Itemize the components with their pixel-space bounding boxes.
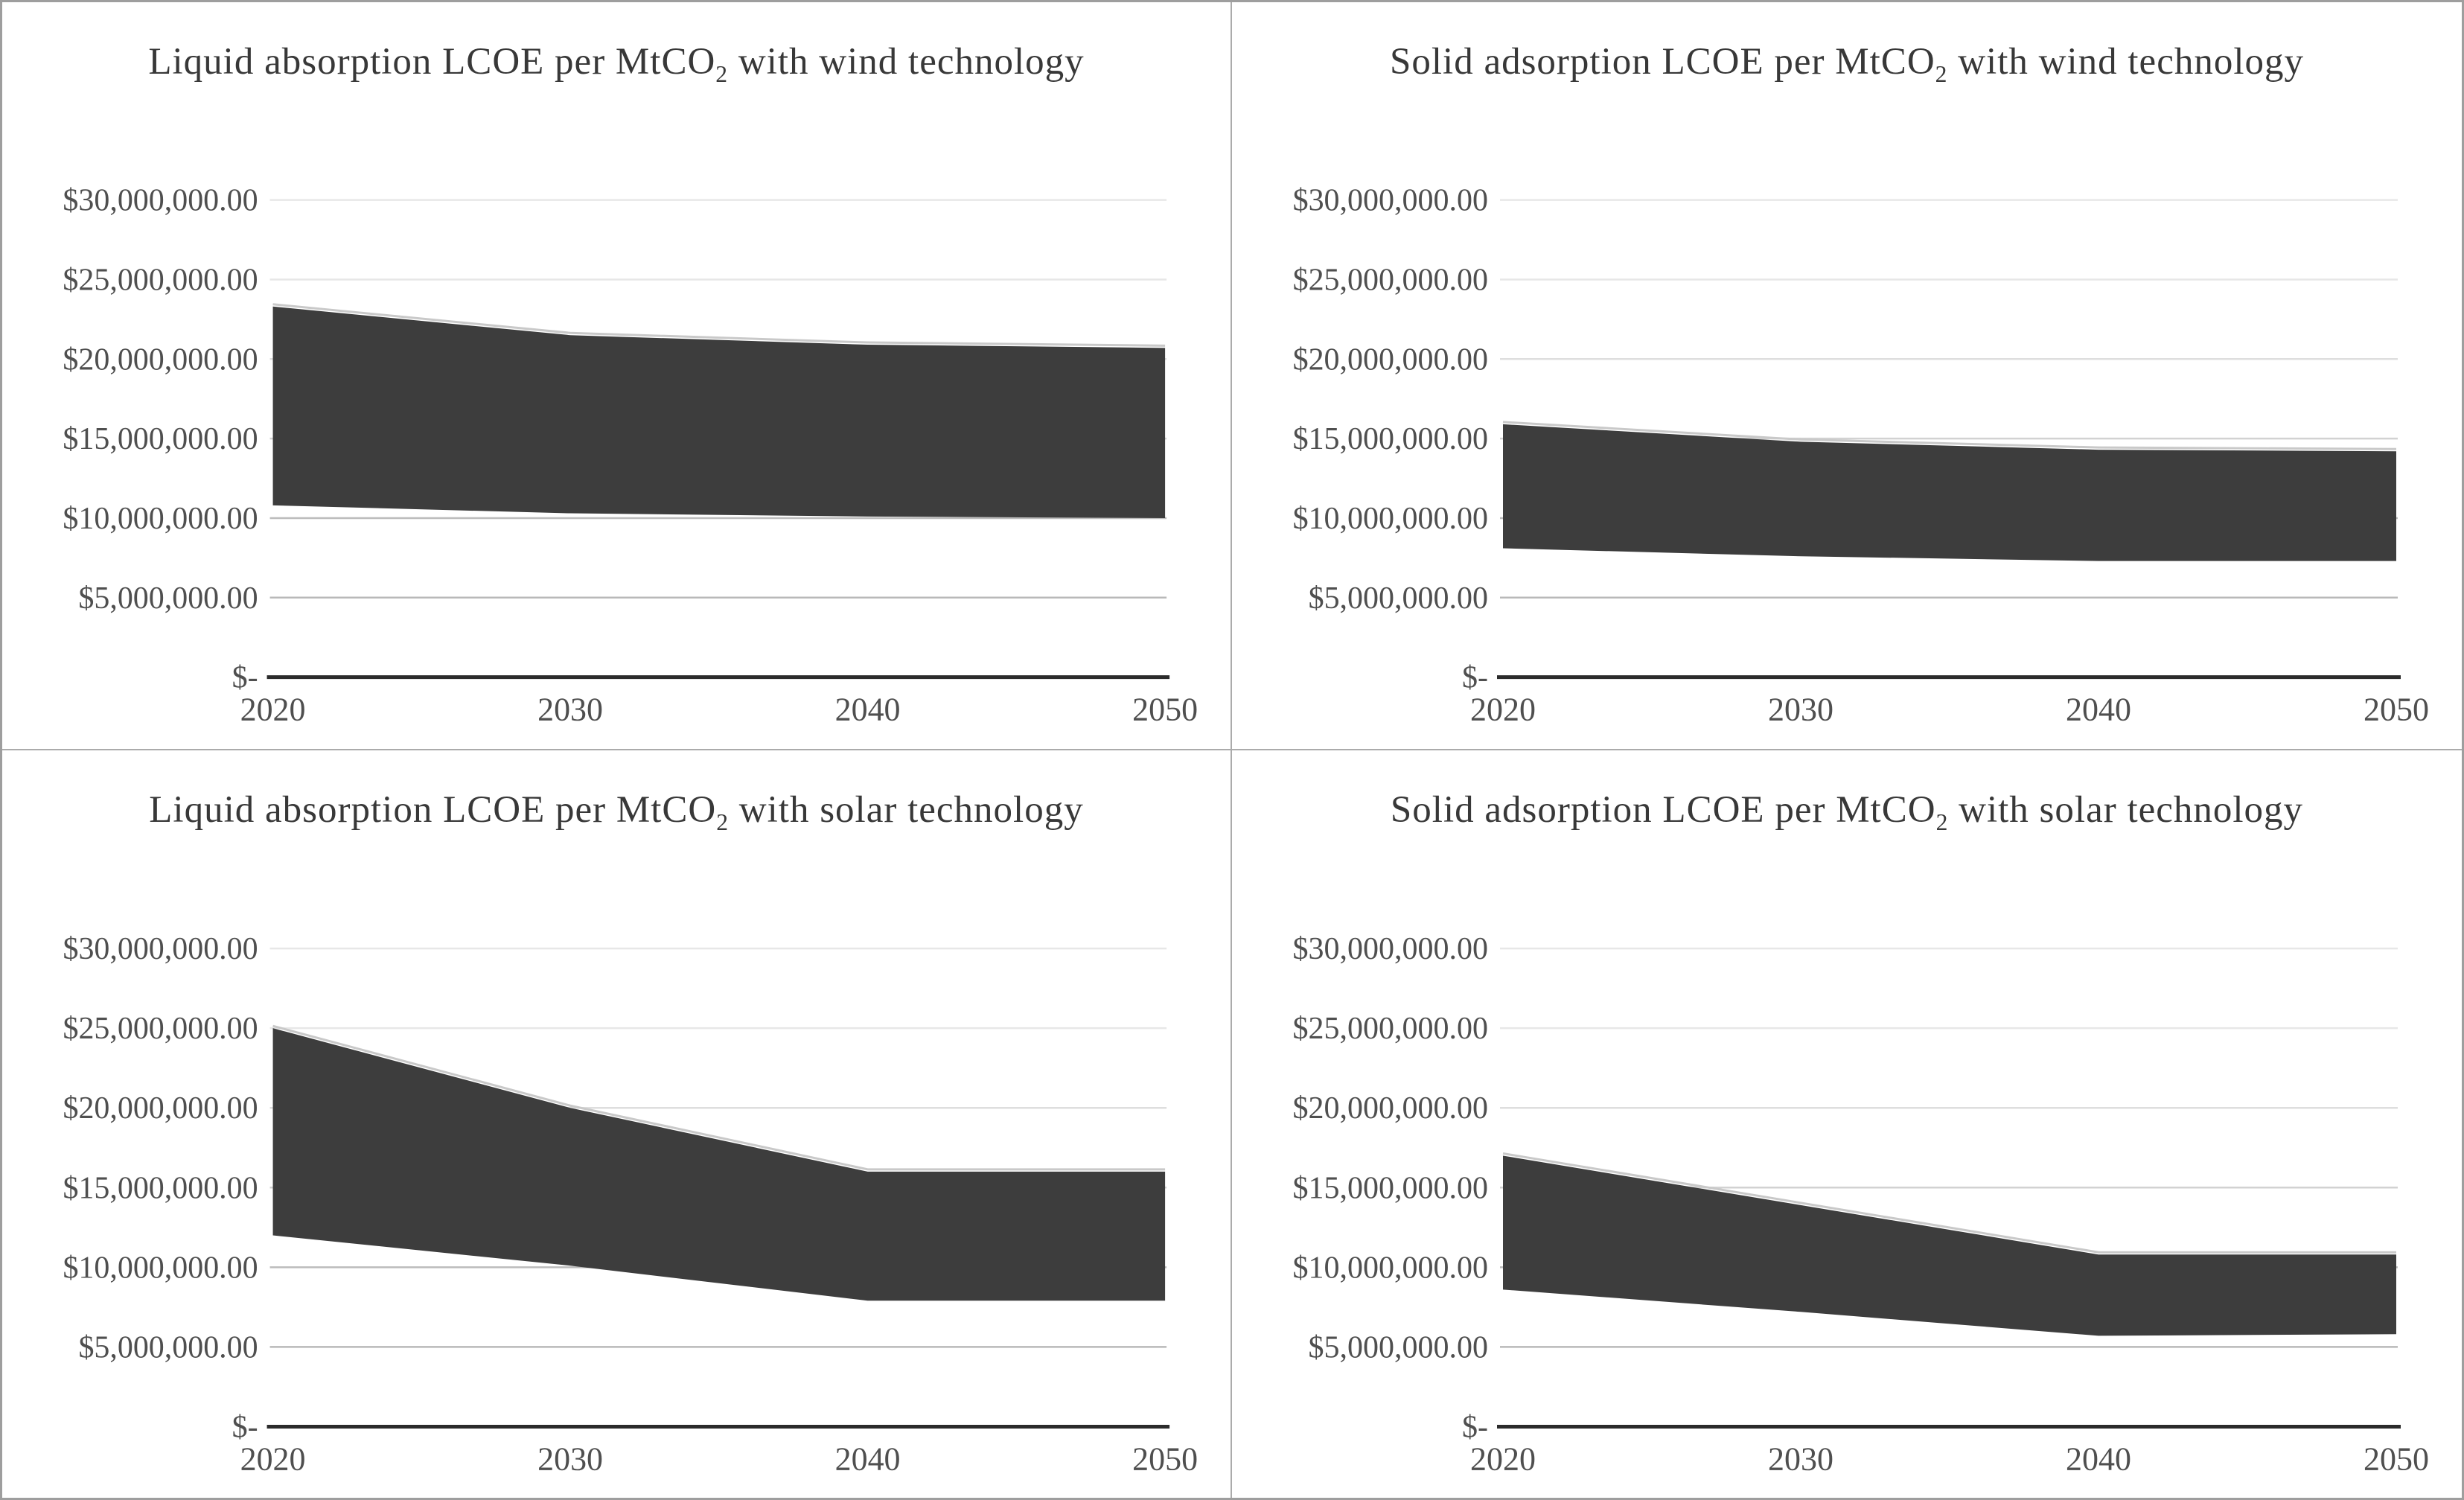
chart-panel-liquid-wind: Liquid absorption LCOE per MtCO2 with wi… (2, 2, 1232, 750)
cost-band (1503, 424, 2396, 561)
band-top-edge (1502, 1152, 2396, 1254)
x-tick-label: 2040 (835, 1440, 901, 1477)
y-tick-label: $- (232, 661, 258, 695)
y-tick-label: $5,000,000.00 (1309, 581, 1488, 616)
chart-title: Solid adsorption LCOE per MtCO2 with sol… (1254, 783, 2439, 837)
y-tick-label: $15,000,000.00 (1293, 422, 1488, 456)
area-chart-liquid-solar: $30,000,000.00 $25,000,000.00 $20,000,000.… (63, 932, 1198, 1477)
area-chart-solid-solar: $30,000,000.00 $25,000,000.00 $20,000,000.… (1293, 932, 2429, 1477)
x-tick-label: 2020 (240, 692, 306, 728)
chart-title-text: with wind technology (728, 41, 1085, 83)
y-tick-label: $30,000,000.00 (63, 184, 258, 218)
y-tick-label: $30,000,000.00 (1293, 932, 1488, 966)
area-chart-solid-wind: $30,000,000.00 $25,000,000.00 $20,000,000.… (1293, 184, 2429, 728)
y-tick-label: $30,000,000.00 (1293, 184, 1488, 218)
y-tick-label: $10,000,000.00 (63, 1251, 258, 1285)
y-tick-label: $10,000,000.00 (63, 502, 258, 536)
chart-title-subscript: 2 (1935, 61, 1948, 88)
cost-band (272, 306, 1166, 518)
chart-title-text: with wind technology (1947, 41, 2304, 83)
y-tick-label: $20,000,000.00 (1293, 342, 1488, 377)
chart-title-subscript: 2 (715, 61, 729, 88)
chart-title: Liquid absorption LCOE per MtCO2 with wi… (25, 35, 1208, 89)
y-tick-label: $15,000,000.00 (63, 1171, 258, 1205)
y-tick-label: $10,000,000.00 (1293, 502, 1488, 536)
chart-title: Liquid absorption LCOE per MtCO2 with so… (25, 783, 1208, 837)
y-tick-label: $5,000,000.00 (1309, 1330, 1488, 1365)
y-tick-label: $25,000,000.00 (1293, 263, 1488, 297)
chart-title-text: with solar technology (729, 788, 1084, 831)
x-tick-label: 2030 (537, 1440, 603, 1477)
y-tick-label: $20,000,000.00 (63, 1091, 258, 1126)
x-tick-label: 2050 (1132, 1440, 1198, 1477)
chart-panel-solid-wind: Solid adsorption LCOE per MtCO2 with win… (1232, 2, 2462, 750)
y-tick-label: $25,000,000.00 (63, 1012, 258, 1046)
chart-title: Solid adsorption LCOE per MtCO2 with win… (1254, 35, 2439, 89)
y-tick-label: $25,000,000.00 (63, 263, 258, 297)
band-top-edge (272, 303, 1166, 347)
chart-title-text: with solar technology (1948, 788, 2304, 831)
cost-band (1503, 1155, 2396, 1335)
y-tick-label: $15,000,000.00 (1293, 1171, 1488, 1205)
chart-title-text: Liquid absorption LCOE per MtCO (149, 788, 717, 831)
chart-panel-liquid-solar: Liquid absorption LCOE per MtCO2 with so… (2, 750, 1232, 1498)
x-tick-label: 2030 (537, 692, 603, 728)
x-tick-label: 2020 (1470, 1440, 1536, 1477)
x-tick-label: 2030 (1768, 692, 1833, 728)
x-tick-label: 2050 (2364, 1440, 2429, 1477)
y-tick-label: $30,000,000.00 (63, 932, 258, 966)
y-tick-label: $- (1462, 1410, 1488, 1444)
y-tick-label: $5,000,000.00 (78, 1330, 258, 1365)
chart-title-text: Solid adsorption LCOE per MtCO (1390, 788, 1936, 831)
x-tick-label: 2050 (2364, 692, 2429, 728)
x-tick-label: 2040 (2066, 1440, 2131, 1477)
chart-title-text: Solid adsorption LCOE per MtCO (1390, 41, 1935, 83)
y-tick-label: $10,000,000.00 (1293, 1251, 1488, 1285)
x-tick-label: 2020 (1470, 692, 1536, 728)
x-tick-label: 2020 (240, 1440, 306, 1477)
chart-title-subscript: 2 (716, 808, 730, 835)
band-top-edge (1502, 421, 2397, 450)
chart-title-subscript: 2 (1935, 808, 1949, 835)
x-tick-label: 2050 (1132, 692, 1198, 728)
y-tick-label: $5,000,000.00 (78, 581, 258, 616)
chart-panel-solid-solar: Solid adsorption LCOE per MtCO2 with sol… (1232, 750, 2462, 1498)
y-tick-label: $20,000,000.00 (63, 342, 258, 377)
band-top-edge (272, 1024, 1166, 1170)
x-tick-label: 2040 (2066, 692, 2131, 728)
y-tick-label: $15,000,000.00 (63, 422, 258, 456)
area-chart-liquid-wind: $30,000,000.00 $25,000,000.00 $20,000,000.… (63, 184, 1198, 728)
y-tick-label: $20,000,000.00 (1293, 1091, 1488, 1126)
cost-band (272, 1027, 1166, 1300)
y-tick-label: $- (232, 1410, 258, 1444)
x-tick-label: 2040 (835, 692, 901, 728)
chart-title-text: Liquid absorption LCOE per MtCO (148, 41, 716, 83)
x-tick-label: 2030 (1768, 1440, 1833, 1477)
y-tick-label: $25,000,000.00 (1293, 1012, 1488, 1046)
y-tick-label: $- (1462, 661, 1488, 695)
